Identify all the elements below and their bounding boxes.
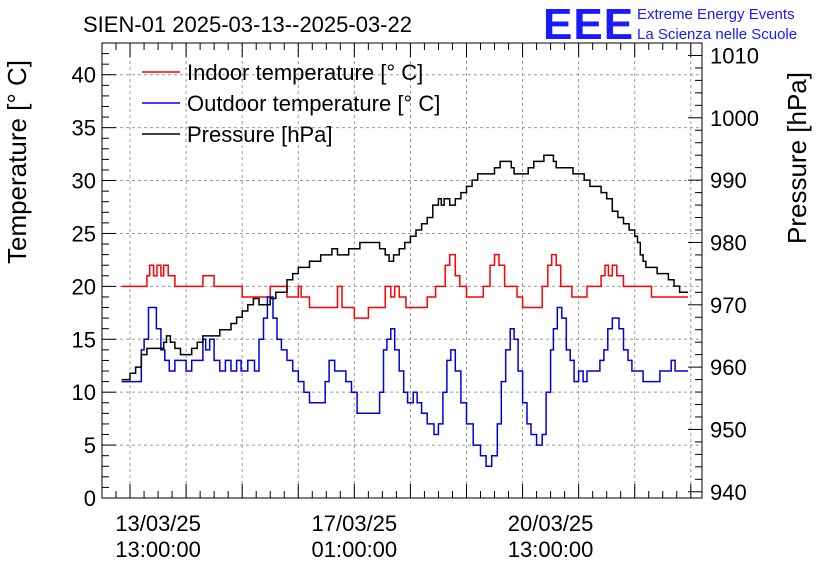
legend-label-pressure: Pressure [hPa] [187, 122, 333, 147]
plot-frame [101, 42, 703, 499]
legend: Indoor temperature [° C] Outdoor tempera… [142, 60, 440, 147]
eee-logo: EEE Extreme Energy Events La Scienza nel… [543, 0, 797, 49]
left-tick-label: 35 [72, 116, 96, 141]
x-tick-label-date: 20/03/25 [508, 511, 594, 536]
x-tick-label-date: 13/03/25 [115, 511, 201, 536]
left-tick-label: 25 [72, 221, 96, 246]
legend-label-indoor: Indoor temperature [° C] [187, 60, 423, 85]
right-tick-label: 1000 [710, 106, 759, 131]
series-layer [121, 154, 688, 468]
x-tick-label-date: 17/03/25 [312, 511, 398, 536]
pressure-line [121, 154, 688, 381]
left-tick-label: 5 [84, 433, 96, 458]
right-tick-label: 980 [710, 230, 747, 255]
indoor-temperature-line [121, 253, 688, 319]
right-tick-label: 1010 [710, 43, 759, 68]
right-tick-label: 990 [710, 168, 747, 193]
x-tick-label-time: 01:00:00 [312, 537, 398, 562]
chart-title: SIEN-01 2025-03-13--2025-03-22 [83, 12, 412, 37]
left-tick-label: 20 [72, 274, 96, 299]
left-tick-label: 40 [72, 63, 96, 88]
eee-logo-letters: EEE [543, 0, 634, 49]
x-tick-label-time: 13:00:00 [508, 537, 594, 562]
eee-logo-line1: Extreme Energy Events [637, 6, 795, 23]
left-tick-label: 30 [72, 169, 96, 194]
outdoor-temperature-line [121, 296, 688, 468]
left-tick-label: 0 [84, 486, 96, 511]
left-tick-label: 10 [72, 380, 96, 405]
axis-ticks: 0 5 10 15 20 25 30 35 40 940 950 960 970 980 990 1000 10… [72, 42, 759, 562]
right-tick-label: 940 [710, 480, 747, 505]
x-tick-label-time: 13:00:00 [115, 537, 201, 562]
grid [102, 43, 702, 499]
y-axis-label-right: Pressure [hPa] [782, 72, 812, 244]
right-tick-label: 950 [710, 417, 747, 442]
right-tick-label: 970 [710, 293, 747, 318]
y-axis-label-left: Temperature [° C] [2, 60, 32, 264]
right-tick-label: 960 [710, 355, 747, 380]
eee-logo-line2: La Scienza nelle Scuole [637, 26, 797, 43]
legend-label-outdoor: Outdoor temperature [° C] [187, 91, 440, 116]
left-tick-label: 15 [72, 327, 96, 352]
